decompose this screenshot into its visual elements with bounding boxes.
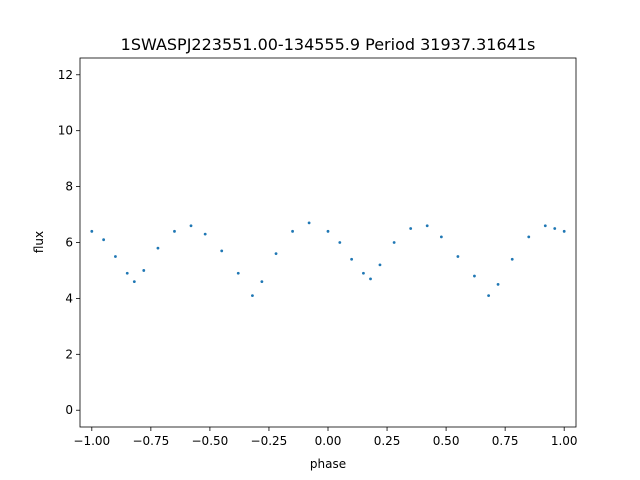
- scatter-point: [291, 229, 294, 233]
- scatter-point: [369, 277, 372, 281]
- y-tick-label: 12: [58, 68, 73, 82]
- y-tick-label: 4: [65, 291, 73, 305]
- scatter-point: [543, 224, 547, 228]
- y-axis-label: flux: [32, 231, 46, 253]
- scatter-point: [378, 263, 382, 267]
- y-tick-label: 6: [65, 236, 73, 250]
- scatter-point: [439, 235, 443, 239]
- scatter-point: [562, 229, 566, 233]
- scatter-point: [527, 235, 531, 239]
- scatter-point: [173, 229, 176, 233]
- scatter-point: [260, 280, 264, 284]
- scatter-point: [251, 294, 254, 298]
- scatter-point: [114, 255, 117, 258]
- y-tick-label: 2: [65, 347, 73, 361]
- scatter-points: [90, 221, 566, 298]
- scatter-point: [456, 255, 460, 258]
- scatter-point: [473, 274, 476, 278]
- x-tick-label: −0.75: [132, 434, 169, 448]
- x-tick-label: 0.50: [433, 434, 460, 448]
- scatter-point: [307, 221, 311, 225]
- scatter-point: [142, 269, 146, 272]
- scatter-point: [392, 241, 396, 244]
- scatter-point: [189, 224, 193, 228]
- scatter-point: [132, 280, 136, 284]
- scatter-point: [362, 271, 365, 275]
- scatter-point: [156, 246, 160, 250]
- scatter-point: [102, 238, 106, 242]
- x-tick-label: 0.25: [374, 434, 401, 448]
- scatter-point: [496, 283, 500, 286]
- scatter-point: [425, 224, 429, 228]
- scatter-point: [220, 249, 224, 253]
- scatter-point: [510, 257, 514, 261]
- x-tick-label: 0.00: [315, 434, 342, 448]
- scatter-point: [203, 232, 207, 236]
- scatter-point: [125, 271, 129, 275]
- x-tick-label: −1.00: [73, 434, 110, 448]
- scatter-point: [350, 257, 354, 261]
- scatter-point: [553, 227, 557, 230]
- scatter-point: [326, 229, 330, 233]
- x-tick-label: 0.75: [492, 434, 519, 448]
- axes: −1.00 −0.75 −0.50 −0.25 0.00 0.25 0.50 0.75 1.00…: [58, 57, 578, 448]
- chart-title: 1SWASPJ223551.00-134555.9 Period 31937.3…: [121, 35, 536, 54]
- x-tick-label: −0.25: [251, 434, 288, 448]
- scatter-point: [274, 252, 278, 256]
- scatter-point: [90, 229, 94, 233]
- scatter-point: [236, 271, 240, 275]
- x-axis-label: phase: [310, 457, 346, 471]
- scatter-point: [487, 294, 491, 298]
- x-tick-label: −0.50: [192, 434, 229, 448]
- x-tick-label: 1.00: [551, 434, 578, 448]
- y-tick-label: 8: [65, 180, 73, 194]
- scatter-point: [338, 241, 342, 244]
- y-tick-label: 10: [58, 124, 73, 138]
- scatter-point: [409, 227, 413, 230]
- y-tick-label: 0: [65, 403, 73, 417]
